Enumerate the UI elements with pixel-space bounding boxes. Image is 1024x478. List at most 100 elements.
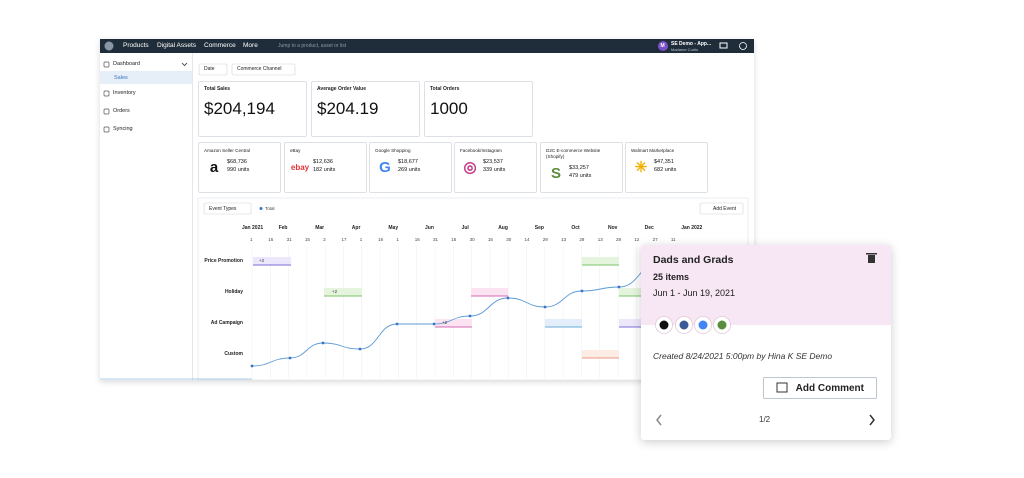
kpi-card (424, 81, 533, 137)
sidebar-item[interactable]: Syncing (113, 126, 133, 132)
channel-amount: $18,677 (398, 159, 418, 165)
add-comment[interactable]: Add Comment (763, 377, 877, 399)
search-input[interactable]: Jump to a product, asset or list (278, 43, 347, 49)
month-label: Nov (608, 225, 618, 231)
top-nav (100, 39, 754, 53)
channel-name: Facebook/Instagram (460, 148, 502, 153)
channel-units: 479 units (569, 172, 592, 179)
total-point (288, 356, 292, 360)
channel-card[interactable] (198, 142, 281, 193)
event-bar (545, 319, 582, 327)
total-point (580, 289, 584, 293)
day-label: 15 (487, 237, 493, 242)
nav-item[interactable]: Commerce (204, 42, 236, 49)
day-label: 30 (506, 237, 512, 242)
total-point (506, 296, 510, 300)
day-label: 31 (286, 237, 292, 242)
sidebar-icon (103, 126, 110, 133)
event-bar (471, 288, 508, 296)
nav-item[interactable]: More (243, 42, 258, 49)
channel-units: 339 units (483, 166, 506, 173)
channel-name: Amazon Seller Central (204, 148, 250, 153)
kpi-label: Total Sales (204, 86, 231, 92)
user-sub: Madame Curtis (671, 46, 699, 52)
day-label: 16 (414, 237, 420, 242)
kpi-card (198, 81, 307, 137)
day-label: 14 (524, 237, 530, 242)
month-label: Apr (351, 225, 361, 231)
day-label: 1 (396, 237, 399, 242)
event-bar (619, 288, 641, 296)
add-event-btn (699, 202, 744, 215)
kpi-label: Total Orders (430, 86, 460, 92)
popup-items: 25 items (653, 272, 690, 282)
month-label: Mar (315, 225, 325, 231)
sidebar-item[interactable]: Orders (113, 108, 130, 114)
channel-card[interactable] (540, 142, 623, 193)
day-label: 13 (561, 237, 567, 242)
month-label: Dec (644, 225, 654, 231)
filter-label[interactable]: Date (204, 66, 215, 72)
event-bar (435, 319, 472, 327)
legend-dot (259, 207, 263, 210)
channel-amount: $23,537 (483, 159, 503, 165)
total-point (395, 322, 399, 326)
event-types[interactable]: Event Types (209, 206, 237, 212)
channel-logo: a (209, 159, 219, 176)
inbox-icon (719, 42, 728, 49)
total-point (543, 305, 547, 309)
channel-card[interactable] (369, 142, 452, 193)
day-label: 15 (451, 237, 457, 242)
month-label: Jan 2021 (242, 225, 264, 231)
event-bar (619, 319, 641, 327)
month-label: Aug (498, 225, 508, 231)
popup-title: Dads and Grads (653, 254, 734, 266)
nav-item[interactable]: Digital Assets (157, 42, 197, 49)
channel-name: D2C E-commerce Website (Shopify) (546, 148, 601, 159)
day-label: 27 (652, 237, 658, 242)
month-label: May (388, 225, 399, 231)
channel-name: Walmart Marketplace (631, 148, 675, 153)
row-label: Custom (224, 351, 243, 357)
popup-header (641, 245, 891, 325)
channel-logo: S (550, 165, 561, 182)
day-label: 28 (616, 237, 622, 242)
total-point (250, 364, 254, 368)
day-label: 2 (323, 237, 326, 242)
filter-button (231, 63, 296, 76)
channel-amount: $47,351 (654, 159, 674, 165)
channel-logo: ◎ (463, 159, 477, 176)
nav-item[interactable]: Products (123, 42, 149, 49)
sidebar-item[interactable]: Sales (114, 75, 128, 81)
filter-label[interactable]: Commerce Channel (237, 66, 282, 72)
next-arrow[interactable] (869, 414, 875, 426)
pager: 1/2 (759, 415, 771, 424)
channel-card[interactable] (284, 142, 367, 193)
sidebar-item[interactable]: Dashboard (113, 61, 140, 67)
sidebar-selected (100, 71, 192, 84)
total-line (251, 261, 661, 367)
day-label: 16 (378, 237, 384, 242)
channel-card[interactable] (625, 142, 708, 193)
sidebar-icon (103, 61, 110, 68)
total-point (358, 347, 362, 351)
avatar-circle (658, 41, 668, 51)
kpi-value: $204.19 (317, 99, 379, 118)
event-bar (582, 257, 619, 265)
logo (104, 41, 114, 51)
event-chip: +2 (259, 258, 265, 263)
total-point (468, 314, 472, 318)
add-event[interactable]: Add Event (713, 206, 737, 212)
day-label: 1 (250, 237, 253, 242)
sidebar-item[interactable]: Inventory (113, 90, 136, 96)
day-label: 1 (359, 237, 363, 242)
sidebar-icon (103, 90, 110, 97)
channel-card[interactable] (454, 142, 537, 193)
day-label: 31 (433, 237, 439, 242)
channel-name: Google Shopping (375, 148, 411, 153)
prev-arrow[interactable] (656, 414, 662, 426)
avatar: M (660, 42, 665, 49)
filter-button (198, 63, 228, 76)
user-name: SE Demo - App... (671, 40, 712, 47)
